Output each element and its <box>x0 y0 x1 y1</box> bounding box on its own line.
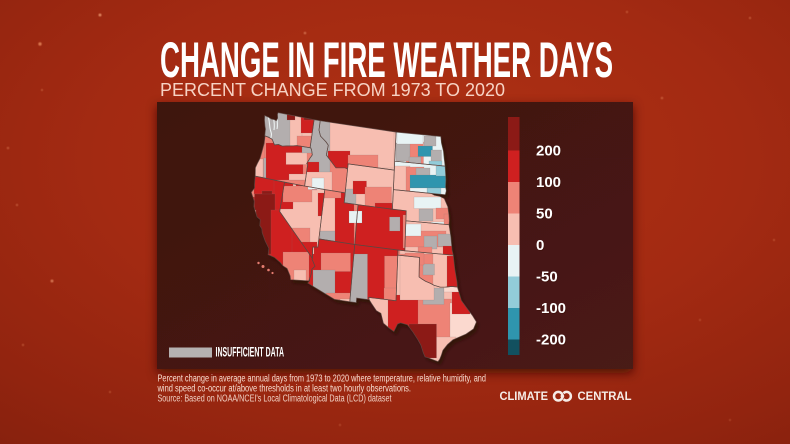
svg-text:-200: -200 <box>537 332 567 349</box>
svg-text:Percent change in average annu: Percent change in average annual days fr… <box>158 374 487 385</box>
svg-text:-200: -200 <box>536 332 566 349</box>
svg-text:200: 200 <box>537 143 562 160</box>
svg-text:-50: -50 <box>536 269 558 286</box>
svg-text:-100: -100 <box>536 300 566 317</box>
svg-text:INSUFFICIENT DATA: INSUFFICIENT DATA <box>216 345 285 360</box>
svg-text:200: 200 <box>536 143 561 160</box>
svg-text:50: 50 <box>536 206 553 223</box>
svg-text:wind speed co-occur at/above t: wind speed co-occur at/above thresholds … <box>157 384 411 395</box>
svg-text:0: 0 <box>536 237 544 254</box>
svg-text:50: 50 <box>537 206 554 223</box>
svg-text:CENTRAL: CENTRAL <box>578 391 632 403</box>
svg-text:-50: -50 <box>537 269 559 286</box>
svg-text:0: 0 <box>537 238 545 255</box>
svg-text:Source: Based on NOAA/NCEI's L: Source: Based on NOAA/NCEI's Local Clima… <box>158 394 392 405</box>
svg-text:PERCENT CHANGE FROM 1973 TO 20: PERCENT CHANGE FROM 1973 TO 2020 <box>160 80 505 100</box>
svg-text:100: 100 <box>537 175 562 192</box>
svg-text:-100: -100 <box>537 301 567 318</box>
svg-text:INSUFFICIENT DATA: INSUFFICIENT DATA <box>216 345 285 360</box>
svg-text:CHANGE IN FIRE WEATHER DAYS: CHANGE IN FIRE WEATHER DAYS <box>160 31 613 88</box>
svg-text:100: 100 <box>536 174 561 191</box>
svg-text:CLIMATE: CLIMATE <box>500 391 549 403</box>
